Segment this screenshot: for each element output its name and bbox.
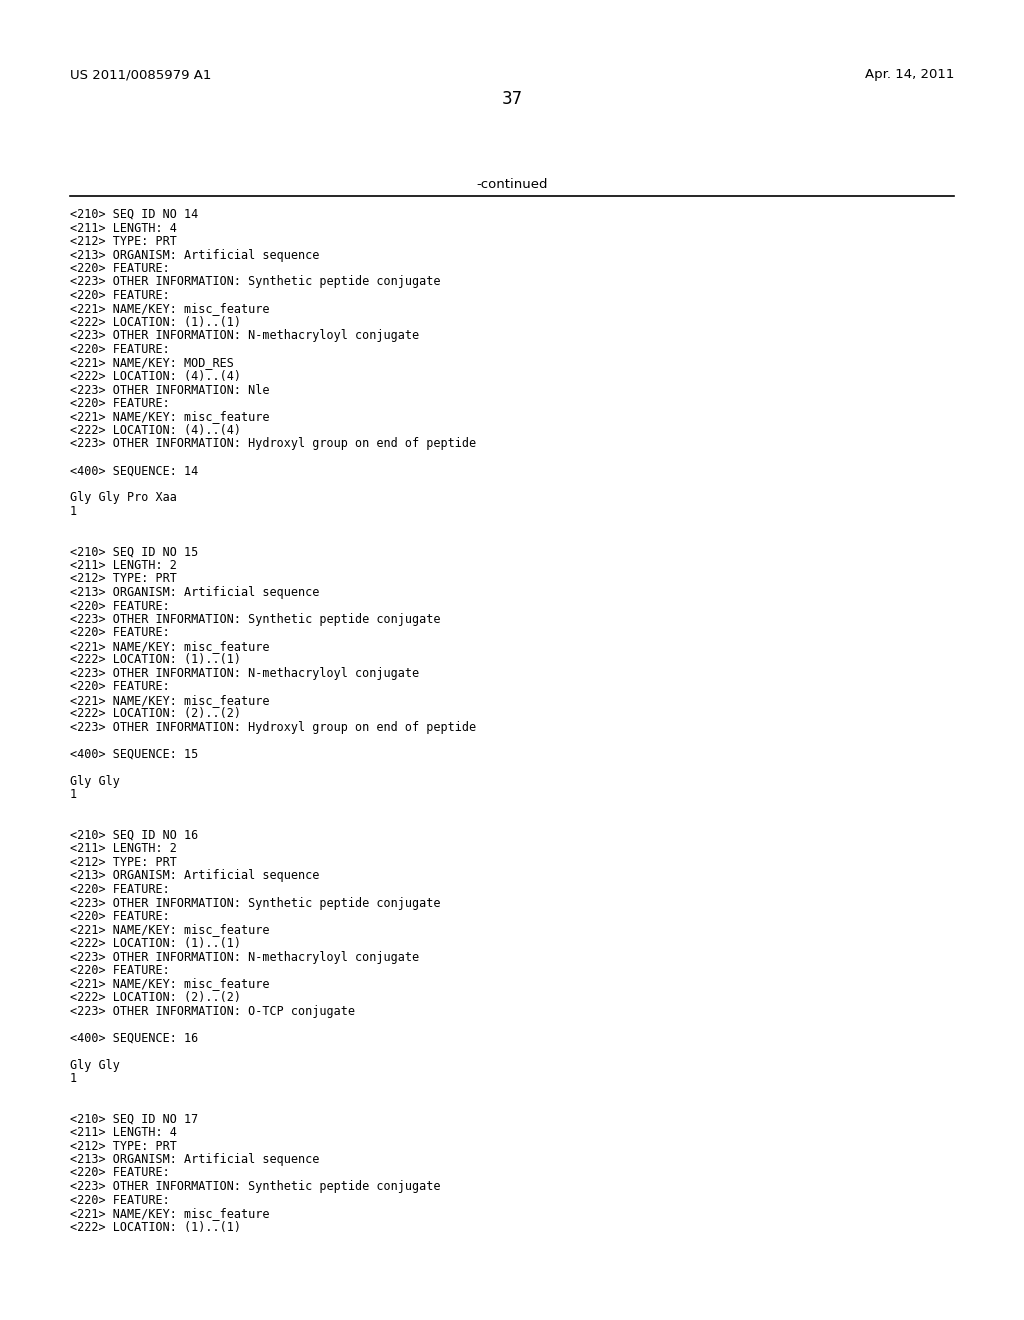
Text: <210> SEQ ID NO 15: <210> SEQ ID NO 15 [70,545,198,558]
Text: -continued: -continued [476,178,548,191]
Text: Gly Gly: Gly Gly [70,1059,120,1072]
Text: <211> LENGTH: 4: <211> LENGTH: 4 [70,222,176,235]
Text: <211> LENGTH: 4: <211> LENGTH: 4 [70,1126,176,1139]
Text: <213> ORGANISM: Artificial sequence: <213> ORGANISM: Artificial sequence [70,1152,319,1166]
Text: <221> NAME/KEY: MOD_RES: <221> NAME/KEY: MOD_RES [70,356,233,370]
Text: <223> OTHER INFORMATION: Hydroxyl group on end of peptide: <223> OTHER INFORMATION: Hydroxyl group … [70,437,476,450]
Text: <222> LOCATION: (1)..(1): <222> LOCATION: (1)..(1) [70,1221,241,1233]
Text: <220> FEATURE:: <220> FEATURE: [70,627,169,639]
Text: <220> FEATURE:: <220> FEATURE: [70,1193,169,1206]
Text: Gly Gly: Gly Gly [70,775,120,788]
Text: <222> LOCATION: (1)..(1): <222> LOCATION: (1)..(1) [70,315,241,329]
Text: <400> SEQUENCE: 16: <400> SEQUENCE: 16 [70,1031,198,1044]
Text: <220> FEATURE:: <220> FEATURE: [70,681,169,693]
Text: 1: 1 [70,506,77,517]
Text: <223> OTHER INFORMATION: Synthetic peptide conjugate: <223> OTHER INFORMATION: Synthetic pepti… [70,612,440,626]
Text: <220> FEATURE:: <220> FEATURE: [70,909,169,923]
Text: <223> OTHER INFORMATION: Synthetic peptide conjugate: <223> OTHER INFORMATION: Synthetic pepti… [70,276,440,289]
Text: US 2011/0085979 A1: US 2011/0085979 A1 [70,69,211,81]
Text: <223> OTHER INFORMATION: Synthetic peptide conjugate: <223> OTHER INFORMATION: Synthetic pepti… [70,896,440,909]
Text: <222> LOCATION: (2)..(2): <222> LOCATION: (2)..(2) [70,991,241,1005]
Text: <222> LOCATION: (4)..(4): <222> LOCATION: (4)..(4) [70,424,241,437]
Text: <211> LENGTH: 2: <211> LENGTH: 2 [70,558,176,572]
Text: <213> ORGANISM: Artificial sequence: <213> ORGANISM: Artificial sequence [70,586,319,599]
Text: <213> ORGANISM: Artificial sequence: <213> ORGANISM: Artificial sequence [70,248,319,261]
Text: <220> FEATURE:: <220> FEATURE: [70,289,169,302]
Text: <220> FEATURE:: <220> FEATURE: [70,261,169,275]
Text: <223> OTHER INFORMATION: N-methacryloyl conjugate: <223> OTHER INFORMATION: N-methacryloyl … [70,330,419,342]
Text: <212> TYPE: PRT: <212> TYPE: PRT [70,235,176,248]
Text: 1: 1 [70,788,77,801]
Text: <223> OTHER INFORMATION: N-methacryloyl conjugate: <223> OTHER INFORMATION: N-methacryloyl … [70,950,419,964]
Text: <221> NAME/KEY: misc_feature: <221> NAME/KEY: misc_feature [70,640,269,653]
Text: <210> SEQ ID NO 14: <210> SEQ ID NO 14 [70,209,198,220]
Text: <400> SEQUENCE: 15: <400> SEQUENCE: 15 [70,748,198,762]
Text: Gly Gly Pro Xaa: Gly Gly Pro Xaa [70,491,176,504]
Text: <211> LENGTH: 2: <211> LENGTH: 2 [70,842,176,855]
Text: <221> NAME/KEY: misc_feature: <221> NAME/KEY: misc_feature [70,924,269,936]
Text: <220> FEATURE:: <220> FEATURE: [70,964,169,977]
Text: <223> OTHER INFORMATION: O-TCP conjugate: <223> OTHER INFORMATION: O-TCP conjugate [70,1005,354,1018]
Text: <223> OTHER INFORMATION: Nle: <223> OTHER INFORMATION: Nle [70,384,269,396]
Text: <213> ORGANISM: Artificial sequence: <213> ORGANISM: Artificial sequence [70,870,319,883]
Text: <222> LOCATION: (1)..(1): <222> LOCATION: (1)..(1) [70,653,241,667]
Text: <222> LOCATION: (4)..(4): <222> LOCATION: (4)..(4) [70,370,241,383]
Text: <223> OTHER INFORMATION: Synthetic peptide conjugate: <223> OTHER INFORMATION: Synthetic pepti… [70,1180,440,1193]
Text: <212> TYPE: PRT: <212> TYPE: PRT [70,1139,176,1152]
Text: <212> TYPE: PRT: <212> TYPE: PRT [70,855,176,869]
Text: <221> NAME/KEY: misc_feature: <221> NAME/KEY: misc_feature [70,302,269,315]
Text: <221> NAME/KEY: misc_feature: <221> NAME/KEY: misc_feature [70,1206,269,1220]
Text: <220> FEATURE:: <220> FEATURE: [70,599,169,612]
Text: <210> SEQ ID NO 16: <210> SEQ ID NO 16 [70,829,198,842]
Text: 37: 37 [502,90,522,108]
Text: <220> FEATURE:: <220> FEATURE: [70,1167,169,1180]
Text: <223> OTHER INFORMATION: Hydroxyl group on end of peptide: <223> OTHER INFORMATION: Hydroxyl group … [70,721,476,734]
Text: <221> NAME/KEY: misc_feature: <221> NAME/KEY: misc_feature [70,694,269,708]
Text: <210> SEQ ID NO 17: <210> SEQ ID NO 17 [70,1113,198,1126]
Text: <212> TYPE: PRT: <212> TYPE: PRT [70,573,176,586]
Text: <221> NAME/KEY: misc_feature: <221> NAME/KEY: misc_feature [70,411,269,424]
Text: <222> LOCATION: (1)..(1): <222> LOCATION: (1)..(1) [70,937,241,950]
Text: <220> FEATURE:: <220> FEATURE: [70,343,169,356]
Text: <220> FEATURE:: <220> FEATURE: [70,397,169,411]
Text: <220> FEATURE:: <220> FEATURE: [70,883,169,896]
Text: 1: 1 [70,1072,77,1085]
Text: <222> LOCATION: (2)..(2): <222> LOCATION: (2)..(2) [70,708,241,721]
Text: <223> OTHER INFORMATION: N-methacryloyl conjugate: <223> OTHER INFORMATION: N-methacryloyl … [70,667,419,680]
Text: <400> SEQUENCE: 14: <400> SEQUENCE: 14 [70,465,198,478]
Text: Apr. 14, 2011: Apr. 14, 2011 [865,69,954,81]
Text: <221> NAME/KEY: misc_feature: <221> NAME/KEY: misc_feature [70,978,269,990]
